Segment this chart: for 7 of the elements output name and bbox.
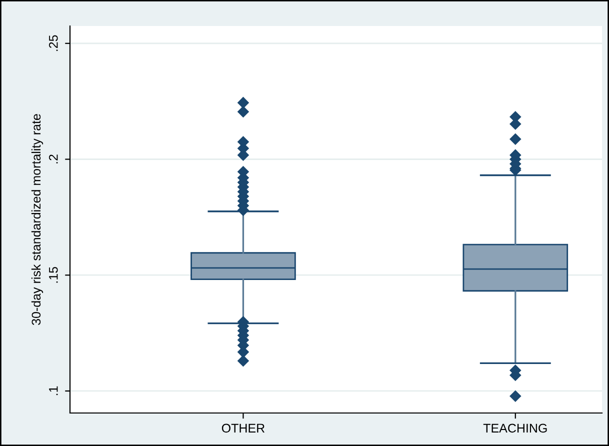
x-tick-label: OTHER <box>222 424 265 433</box>
y-tick-label: .2 <box>48 154 58 164</box>
y-tick-label: .15 <box>49 266 58 283</box>
y-tick-label: .25 <box>48 35 58 51</box>
y-axis-title: 30-day risk standardized mortality rate <box>31 114 44 325</box>
x-tick-label: TEACHING <box>483 424 547 433</box>
y-tick-label: .1 <box>49 386 58 396</box>
